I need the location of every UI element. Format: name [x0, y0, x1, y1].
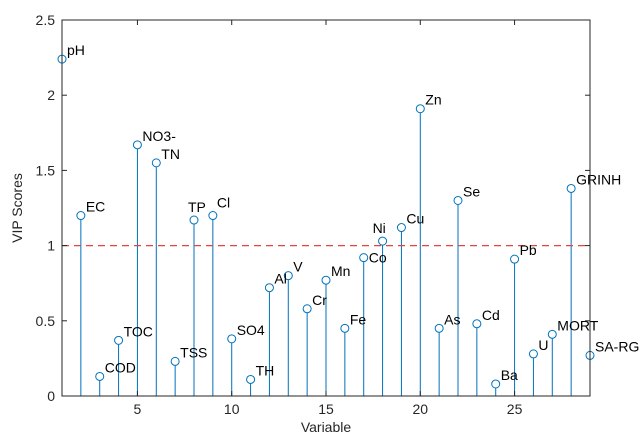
- point-label: Cd: [482, 307, 500, 323]
- stem-marker: [264, 283, 274, 293]
- point-label: Al: [274, 271, 286, 287]
- x-axis-title: Variable: [301, 419, 352, 435]
- point-label: GRINH: [576, 171, 621, 187]
- stem-marker: [528, 349, 538, 359]
- stem-marker: [95, 371, 105, 381]
- stem-marker: [340, 323, 350, 333]
- y-tick-label: 0.5: [36, 313, 56, 329]
- y-tick-label: 0: [47, 388, 55, 404]
- point-label: TP: [188, 199, 206, 215]
- stem-marker: [114, 335, 124, 345]
- y-tick-label: 1: [47, 238, 55, 254]
- point-label: Fe: [350, 311, 367, 327]
- stem-marker: [491, 379, 501, 389]
- point-label: TSS: [180, 344, 207, 360]
- y-tick-label: 1.5: [36, 162, 56, 178]
- x-tick-label: 10: [224, 401, 240, 417]
- stem-marker: [359, 253, 369, 263]
- point-label: SA-RG: [595, 338, 639, 354]
- point-label: Mn: [331, 263, 350, 279]
- y-tick-label: 2: [47, 87, 55, 103]
- stem-series: [57, 54, 595, 396]
- y-axis-title: VIP Scores: [9, 173, 25, 243]
- point-label: TOC: [124, 323, 153, 339]
- stem-marker: [510, 254, 520, 264]
- point-label: TN: [161, 146, 180, 162]
- stem-marker: [76, 211, 86, 221]
- stem-marker: [472, 319, 482, 329]
- stem-marker: [151, 158, 161, 168]
- stem-marker: [132, 140, 142, 150]
- stem-marker: [246, 374, 256, 384]
- stem-marker: [170, 356, 180, 366]
- point-label: SO4: [237, 322, 265, 338]
- stem-marker: [434, 323, 444, 333]
- stem-marker: [566, 183, 576, 193]
- x-tick-label: 20: [412, 401, 428, 417]
- stem-marker: [227, 334, 237, 344]
- point-label: Se: [463, 183, 480, 199]
- point-label: V: [293, 259, 303, 275]
- point-label: COD: [105, 359, 136, 375]
- point-label: TH: [256, 362, 275, 378]
- x-tick-label: 15: [318, 401, 334, 417]
- point-label: Cr: [312, 292, 327, 308]
- point-label: Co: [369, 250, 387, 266]
- stem-marker: [547, 329, 557, 339]
- point-label: Cl: [217, 195, 230, 211]
- point-label: As: [444, 311, 460, 327]
- stem-marker: [283, 271, 293, 281]
- stem-marker: [396, 223, 406, 233]
- point-label: EC: [86, 199, 105, 215]
- stem-marker: [453, 195, 463, 205]
- point-label: Pb: [520, 242, 537, 258]
- axes: 5 10 15 20 25 0 0.5 1 1.5 2 2.5: [36, 12, 591, 417]
- point-label: Zn: [425, 92, 441, 108]
- stem-marker: [189, 215, 199, 225]
- point-label: U: [538, 337, 548, 353]
- point-label: Ba: [501, 367, 518, 383]
- y-tick-label: 2.5: [36, 12, 56, 28]
- point-label: pH: [67, 42, 85, 58]
- point-label: Cu: [406, 211, 424, 227]
- point-label: NO3-: [142, 128, 176, 144]
- x-tick-label: 5: [134, 401, 142, 417]
- point-label: Ni: [373, 220, 386, 236]
- stem-marker: [321, 275, 331, 285]
- stem-marker: [208, 211, 218, 221]
- point-label: MORT: [557, 317, 598, 333]
- stem-marker: [378, 236, 388, 246]
- stem-marker: [302, 304, 312, 314]
- x-tick-label: 25: [507, 401, 523, 417]
- stem-marker: [415, 104, 425, 114]
